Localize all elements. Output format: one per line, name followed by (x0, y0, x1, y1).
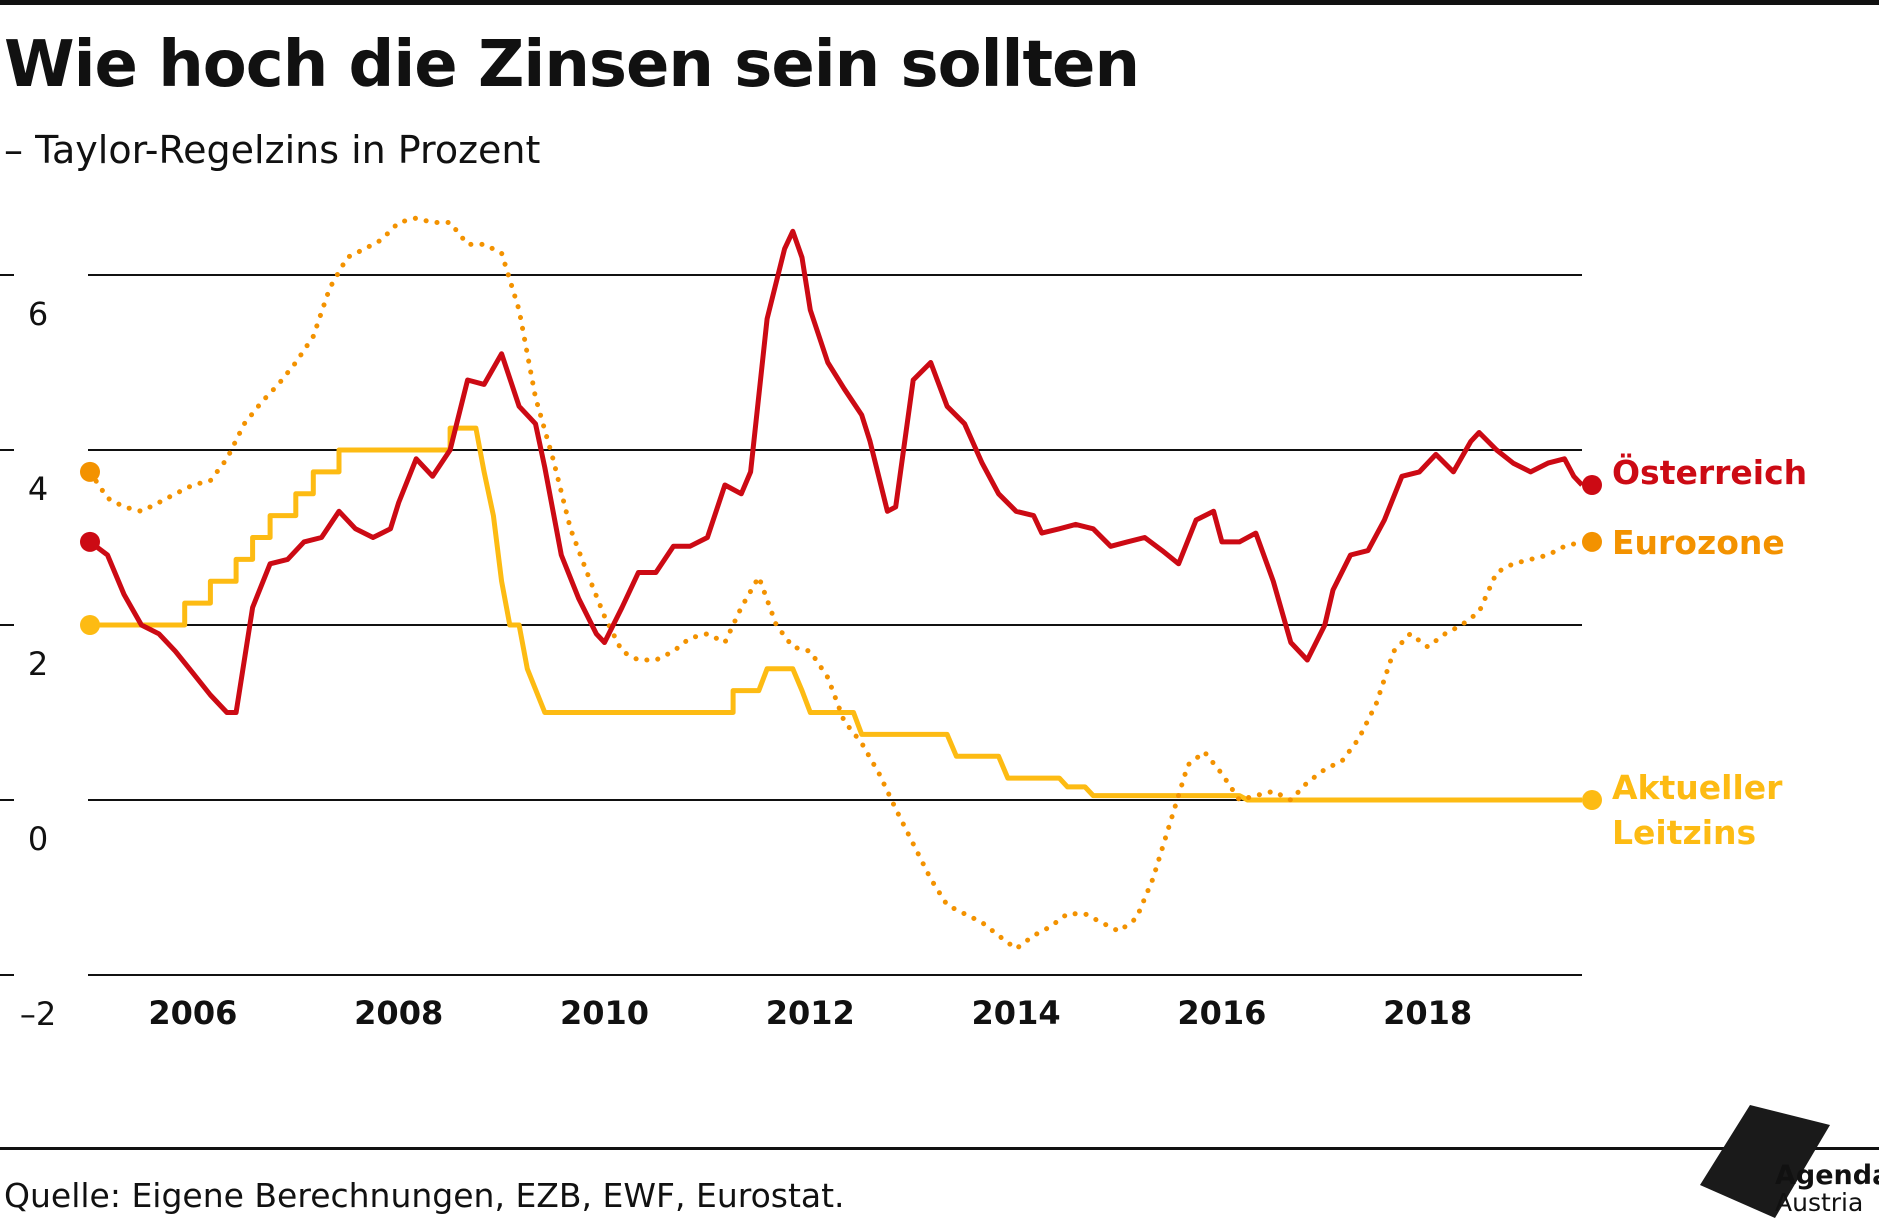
series-start-marker (80, 615, 100, 635)
source-note: Quelle: Eigene Berechnungen, EZB, EWF, E… (4, 1176, 845, 1215)
x-tick-label: 2012 (766, 994, 855, 1032)
y-tick-label: 6 (28, 295, 48, 333)
y-tick-label: 0 (28, 820, 48, 858)
y-tick-label: –2 (20, 995, 56, 1033)
x-tick-label: 2008 (354, 994, 443, 1032)
series-end-marker (1582, 475, 1602, 495)
x-tick-label: 2018 (1383, 994, 1472, 1032)
y-tick-label: 2 (28, 645, 48, 683)
x-tick-label: 2014 (972, 994, 1061, 1032)
y-tick-label: 4 (28, 470, 48, 508)
line-chart: –2 0 2 4 6 2006 2008 2010 2012 2014 2016 2018 Österr… (0, 215, 1807, 1033)
logo-text-agenda: Agenda (1775, 1160, 1879, 1191)
x-tick-label: 2010 (560, 994, 649, 1032)
x-tick-label: 2016 (1177, 994, 1266, 1032)
x-tick-label: 2006 (148, 994, 237, 1032)
chart-subtitle: – Taylor-Regelzins in Prozent (4, 128, 541, 172)
series-end-marker (1582, 531, 1602, 552)
agenda-austria-logo (1700, 1105, 1830, 1218)
logo-text-austria: Austria (1775, 1188, 1864, 1217)
bottom-rule (0, 1147, 1879, 1150)
series-line-oesterreich (88, 228, 1584, 715)
top-rule (0, 0, 1879, 5)
series-end-label: Leitzins (1612, 813, 1756, 852)
series-end-label: Eurozone (1612, 523, 1785, 562)
series-end-label: Aktueller (1612, 768, 1783, 807)
chart-title: Wie hoch die Zinsen sein sollten (4, 28, 1140, 102)
series-start-marker (80, 531, 100, 552)
series-end-marker (1582, 790, 1602, 810)
series-line-eurozone (87, 215, 1585, 952)
series-start-marker (80, 461, 100, 482)
series-line-leitzins (90, 425, 1582, 803)
series-end-label: Österreich (1612, 452, 1807, 492)
